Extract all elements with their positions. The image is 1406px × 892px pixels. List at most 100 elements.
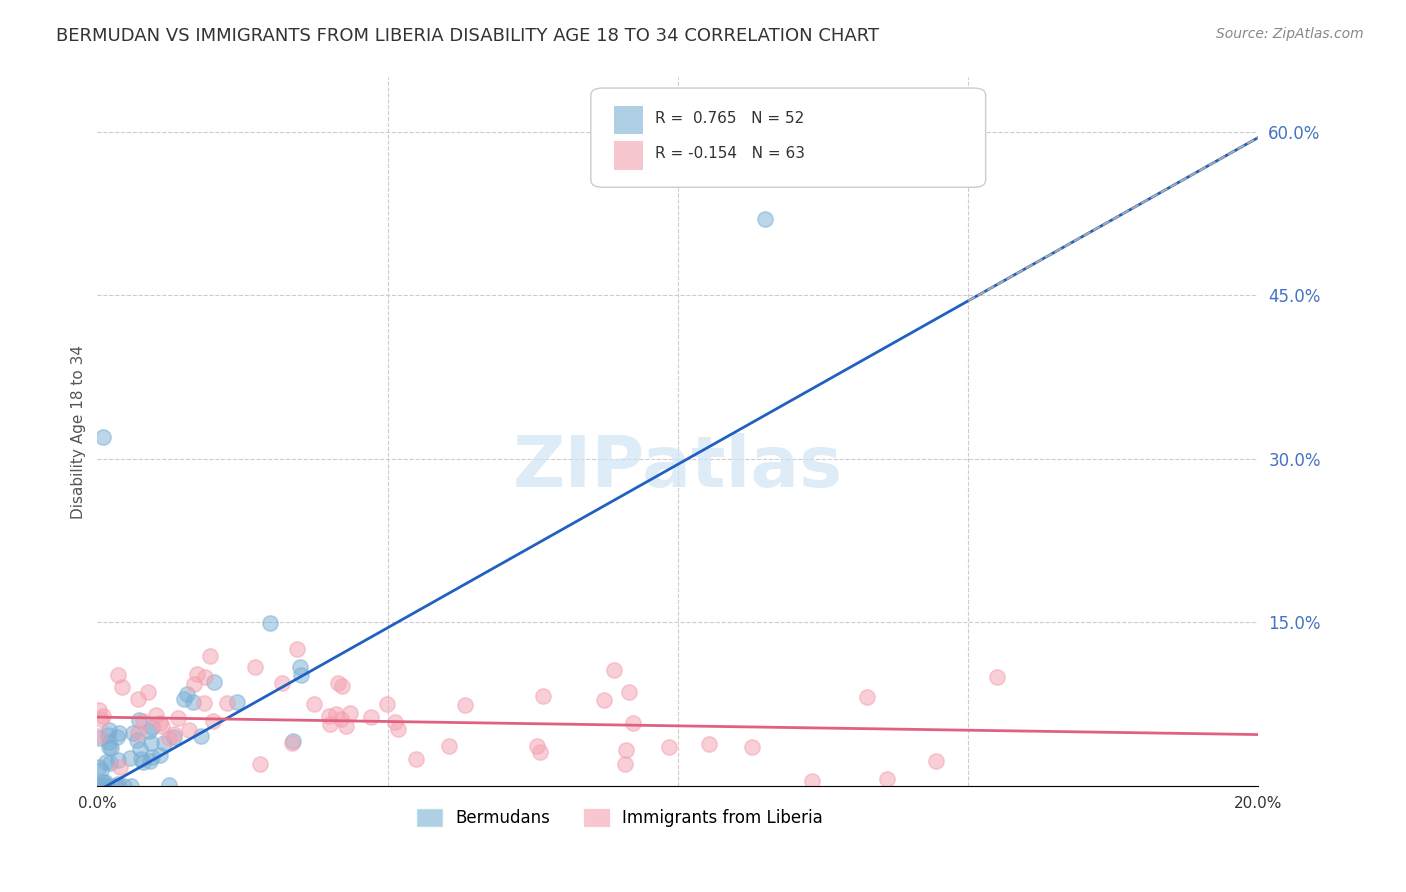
Immigrants from Liberia — [183, 677, 205, 691]
Immigrants from Liberia — [318, 709, 340, 723]
Text: ZIPatlas: ZIPatlas — [513, 433, 844, 501]
Bermudans — [104, 779, 127, 793]
Immigrants from Liberia — [592, 693, 614, 707]
Bermudans — [149, 747, 172, 762]
Bermudans — [125, 733, 148, 747]
Bermudans — [98, 735, 121, 749]
Bermudans — [107, 779, 129, 793]
Bermudans — [153, 736, 176, 750]
Immigrants from Liberia — [90, 713, 112, 727]
Bermudans — [91, 775, 114, 789]
Legend: Bermudans, Immigrants from Liberia: Bermudans, Immigrants from Liberia — [411, 803, 830, 834]
Immigrants from Liberia — [157, 731, 180, 745]
Immigrants from Liberia — [876, 772, 898, 786]
Bermudans — [94, 755, 117, 769]
Bermudans — [120, 751, 142, 765]
Immigrants from Liberia — [603, 663, 626, 677]
Bermudans — [181, 695, 204, 709]
Immigrants from Liberia — [186, 667, 208, 681]
Bermudans — [139, 736, 162, 750]
Immigrants from Liberia — [986, 670, 1008, 684]
Bermudans — [754, 212, 776, 227]
Immigrants from Liberia — [529, 745, 551, 759]
Immigrants from Liberia — [329, 712, 352, 726]
Immigrants from Liberia — [405, 751, 427, 765]
Immigrants from Liberia — [136, 685, 159, 699]
Immigrants from Liberia — [87, 703, 110, 717]
Immigrants from Liberia — [801, 774, 824, 789]
Bermudans — [90, 764, 112, 778]
Bermudans — [141, 720, 163, 734]
Immigrants from Liberia — [375, 698, 398, 712]
Immigrants from Liberia — [328, 675, 350, 690]
Immigrants from Liberia — [617, 685, 640, 699]
Bermudans — [225, 695, 247, 709]
Bermudans — [87, 760, 110, 774]
Bermudans — [176, 687, 198, 701]
Bermudans — [163, 730, 186, 744]
Bermudans — [94, 775, 117, 789]
FancyBboxPatch shape — [591, 88, 986, 187]
Bermudans — [90, 779, 112, 793]
Immigrants from Liberia — [108, 760, 131, 774]
Immigrants from Liberia — [621, 716, 644, 731]
Immigrants from Liberia — [658, 740, 681, 755]
Immigrants from Liberia — [360, 710, 382, 724]
Immigrants from Liberia — [149, 716, 172, 731]
Immigrants from Liberia — [332, 680, 354, 694]
Bermudans — [139, 754, 162, 768]
Immigrants from Liberia — [384, 714, 406, 729]
Immigrants from Liberia — [319, 717, 342, 731]
Immigrants from Liberia — [167, 711, 190, 725]
Bermudans — [129, 752, 152, 766]
Bermudans — [132, 756, 155, 770]
Immigrants from Liberia — [437, 739, 460, 753]
Bermudans — [98, 740, 121, 755]
Bermudans — [259, 616, 281, 631]
Bermudans — [129, 741, 152, 756]
Immigrants from Liberia — [127, 725, 149, 739]
Immigrants from Liberia — [107, 668, 129, 682]
Bermudans — [107, 753, 129, 767]
Bermudans — [120, 779, 142, 793]
Immigrants from Liberia — [281, 736, 304, 750]
Immigrants from Liberia — [243, 659, 266, 673]
Bermudans — [98, 723, 121, 737]
Bermudans — [190, 729, 212, 743]
Bermudans — [100, 741, 122, 756]
Bermudans — [97, 727, 120, 741]
Immigrants from Liberia — [177, 723, 200, 738]
Immigrants from Liberia — [163, 727, 186, 741]
Bermudans — [112, 779, 135, 793]
Immigrants from Liberia — [127, 692, 149, 706]
Bermudans — [141, 749, 163, 764]
Bermudans — [96, 779, 118, 793]
Immigrants from Liberia — [614, 757, 637, 772]
Bermudans — [96, 779, 118, 793]
Immigrants from Liberia — [856, 690, 879, 704]
Immigrants from Liberia — [325, 707, 347, 722]
Bermudans — [89, 779, 111, 793]
Immigrants from Liberia — [193, 696, 215, 710]
Immigrants from Liberia — [302, 697, 325, 711]
Immigrants from Liberia — [217, 697, 239, 711]
Bermudans — [173, 691, 195, 706]
Text: R =  0.765   N = 52: R = 0.765 N = 52 — [655, 111, 804, 126]
Immigrants from Liberia — [150, 719, 173, 733]
Immigrants from Liberia — [339, 706, 361, 720]
Bermudans — [105, 730, 128, 744]
Immigrants from Liberia — [285, 641, 308, 656]
Text: Source: ZipAtlas.com: Source: ZipAtlas.com — [1216, 27, 1364, 41]
Bermudans — [288, 660, 311, 674]
Immigrants from Liberia — [699, 737, 721, 751]
Immigrants from Liberia — [335, 719, 357, 733]
Immigrants from Liberia — [194, 670, 217, 684]
Immigrants from Liberia — [925, 754, 948, 768]
Bermudans — [108, 726, 131, 740]
Bermudans — [121, 726, 143, 740]
Immigrants from Liberia — [89, 729, 111, 743]
Immigrants from Liberia — [249, 757, 271, 772]
Bermudans — [290, 668, 312, 682]
Bar — [614, 141, 643, 169]
Immigrants from Liberia — [111, 680, 134, 694]
